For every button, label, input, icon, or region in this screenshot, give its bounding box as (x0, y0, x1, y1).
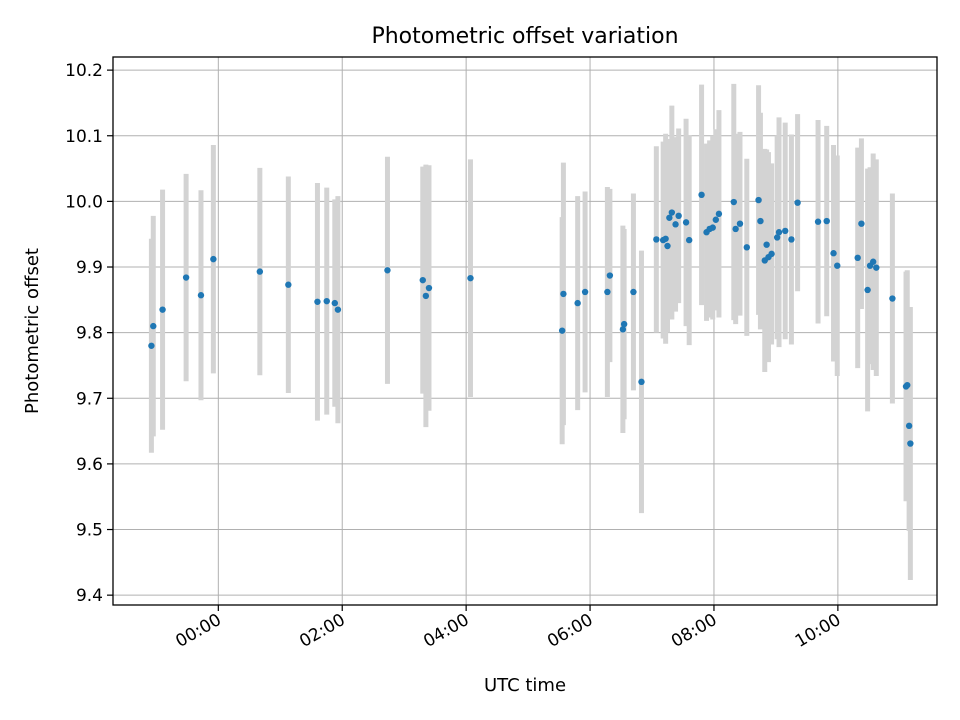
y-tick-label: 9.9 (76, 258, 103, 278)
data-point (788, 236, 795, 243)
data-point (743, 244, 750, 251)
y-tick-label: 9.4 (76, 586, 103, 606)
data-point (422, 292, 430, 300)
data-point (619, 326, 627, 333)
data-point (620, 320, 628, 328)
data-point (709, 224, 716, 231)
data-point (814, 218, 822, 225)
data-point (256, 268, 264, 275)
data-point (907, 440, 914, 447)
data-point (150, 322, 157, 330)
data-point (864, 286, 871, 294)
data-point (606, 272, 614, 279)
data-point (834, 262, 841, 269)
data-point (889, 295, 896, 302)
y-tick-label: 10.2 (65, 61, 103, 81)
data-point (334, 306, 342, 313)
chart-title: Photometric offset variation (371, 24, 678, 49)
data-point (182, 274, 190, 281)
data-point (830, 250, 837, 257)
data-point (148, 342, 155, 349)
data-point (331, 299, 338, 307)
data-point (768, 250, 775, 258)
data-point (672, 221, 679, 228)
y-axis-label: Photometric offset (22, 248, 43, 414)
y-tick-label: 9.5 (76, 521, 103, 541)
data-point (653, 236, 660, 243)
data-point (384, 267, 391, 274)
data-point (712, 216, 720, 223)
data-point (664, 242, 671, 250)
data-point (285, 281, 292, 288)
y-tick-label: 9.6 (76, 455, 103, 475)
axes-frame (112, 56, 938, 606)
data-point (581, 288, 589, 296)
data-point (775, 229, 783, 236)
y-tick-label: 10.1 (65, 127, 103, 147)
y-tick-label: 9.7 (76, 389, 103, 409)
plot-area (113, 57, 937, 605)
data-point (558, 327, 566, 334)
data-point (869, 258, 877, 265)
data-point (668, 209, 676, 216)
data-point (560, 290, 567, 298)
data-point (905, 422, 913, 430)
data-point (323, 297, 330, 305)
data-point (773, 234, 781, 241)
data-point (755, 196, 762, 204)
data-point (675, 212, 682, 220)
data-point (794, 199, 801, 206)
data-point (419, 276, 426, 284)
data-point (425, 284, 433, 292)
data-point (685, 236, 693, 244)
data-point (782, 227, 789, 235)
data-point (467, 274, 474, 282)
data-point (757, 217, 764, 225)
data-point (159, 306, 166, 313)
y-tick-label: 10.0 (65, 192, 103, 212)
x-axis-label: UTC time (484, 675, 566, 696)
data-point (730, 198, 737, 206)
data-point (854, 254, 861, 262)
data-point (574, 299, 581, 307)
data-point (662, 235, 669, 242)
y-tick-label: 9.8 (76, 324, 103, 344)
data-point (314, 298, 321, 305)
data-point (197, 292, 205, 299)
data-point (638, 378, 645, 386)
data-point (715, 210, 723, 218)
y-axis-ticks: 9.4 9.5 9.6 9.7 9.8 9.9 10.0 10.1 10.2 (65, 61, 113, 606)
data-point (873, 264, 880, 271)
data-point (823, 217, 830, 225)
data-point (698, 191, 705, 199)
data-point (666, 214, 673, 221)
data-point (858, 220, 865, 227)
data-point (604, 288, 611, 296)
data-point (904, 381, 911, 389)
data-point (736, 220, 744, 227)
data-point (682, 219, 690, 226)
data-point (210, 255, 217, 263)
data-point (763, 241, 770, 248)
data-point (630, 288, 637, 296)
data-point (732, 225, 739, 233)
grid (113, 57, 937, 605)
data-points (148, 191, 914, 447)
